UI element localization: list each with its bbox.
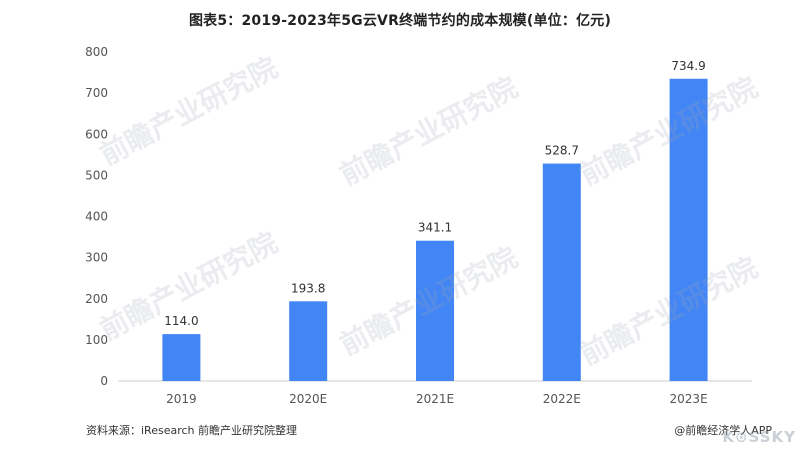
y-tick-label: 500: [85, 168, 108, 182]
x-tick-label: 2022E: [543, 392, 581, 406]
x-tick-label: 2023E: [670, 392, 708, 406]
bar: [162, 334, 201, 381]
y-tick-label: 200: [85, 292, 108, 306]
x-tick-label: 2019: [166, 392, 197, 406]
y-tick-label: 300: [85, 251, 108, 265]
corner-watermark: K⊙SSKY: [722, 428, 796, 446]
bar: [669, 78, 708, 382]
data-label: 114.0: [164, 314, 198, 328]
y-tick-label: 600: [85, 127, 108, 141]
chart-title: 图表5：2019-2023年5G云VR终端节约的成本规模(单位：亿元): [188, 13, 612, 29]
data-label: 734.9: [671, 59, 705, 73]
bar: [416, 240, 454, 381]
source-note: 资料来源：iResearch 前瞻产业研究院整理: [86, 424, 298, 437]
y-tick-label: 700: [85, 86, 108, 100]
data-label: 528.7: [545, 144, 579, 158]
credit-note: @前瞻经济学人APP: [674, 424, 772, 437]
y-tick-label: 400: [85, 210, 108, 224]
y-tick-label: 800: [85, 45, 108, 59]
bar: [542, 163, 581, 381]
data-label: 193.8: [291, 281, 325, 295]
x-tick-label: 2020E: [289, 392, 327, 406]
bar: [289, 301, 328, 381]
x-tick-label: 2021E: [416, 392, 454, 406]
y-tick-label: 0: [100, 374, 108, 388]
data-label: 341.1: [418, 221, 452, 235]
y-tick-label: 100: [85, 333, 108, 347]
